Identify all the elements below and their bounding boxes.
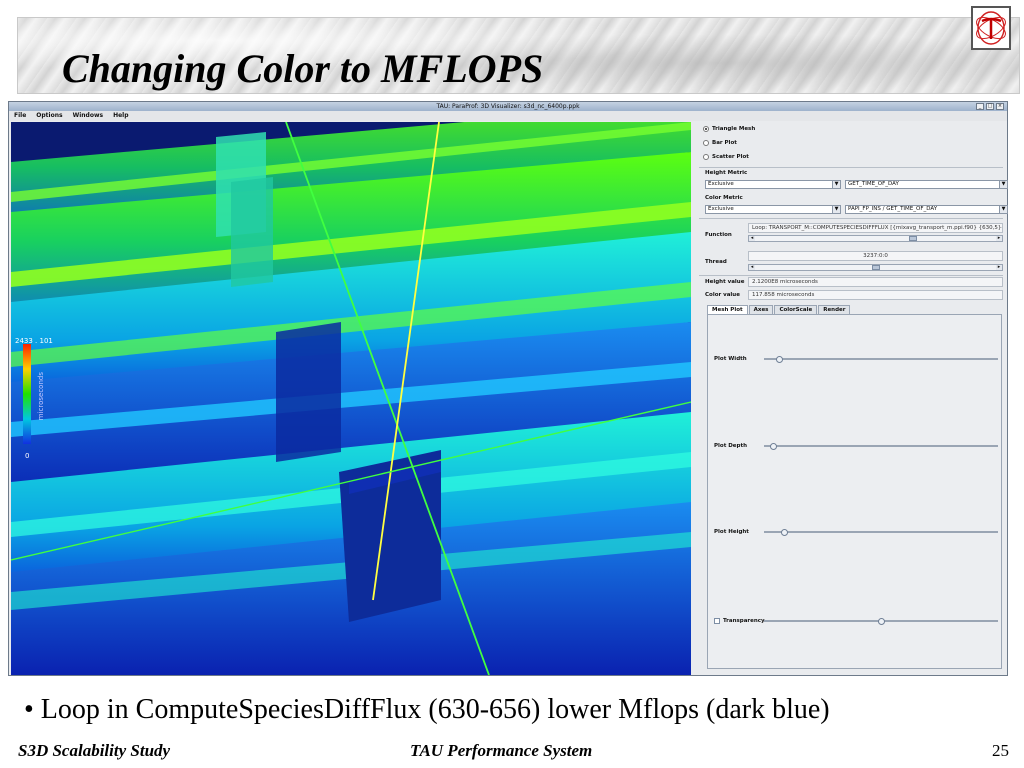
function-scroll-thumb[interactable] bbox=[908, 236, 917, 241]
tab-render[interactable]: Render bbox=[818, 305, 851, 314]
page-number: 25 bbox=[992, 741, 1009, 760]
thread-scrollbar[interactable]: ◂ ▸ bbox=[748, 264, 1003, 271]
select-value: Exclusive bbox=[708, 181, 734, 187]
mesh-render bbox=[11, 122, 691, 675]
scroll-right-icon[interactable]: ▸ bbox=[996, 235, 1002, 241]
scale-max-label: 2433 . 101 bbox=[15, 337, 53, 345]
menu-file[interactable]: File bbox=[14, 112, 27, 119]
scale-min-label: 0 bbox=[25, 452, 30, 460]
radio-label: Bar Plot bbox=[712, 140, 737, 146]
divider bbox=[699, 167, 1003, 168]
plot-width-slider-knob[interactable] bbox=[776, 356, 784, 363]
divider bbox=[699, 275, 1003, 276]
plot-height-slider-knob[interactable] bbox=[780, 529, 788, 536]
control-panel: Triangle Mesh Bar Plot Scatter Plot Heig… bbox=[697, 122, 1008, 675]
radio-label: Scatter Plot bbox=[712, 154, 749, 160]
function-label: Function bbox=[705, 232, 732, 238]
color-metric-select[interactable]: PAPI_FP_INS / GET_TIME_OF_DAY ▼ bbox=[845, 205, 1008, 214]
chevron-down-icon: ▼ bbox=[999, 206, 1007, 213]
color-metric-label: Color Metric bbox=[705, 195, 743, 201]
scroll-right-icon[interactable]: ▸ bbox=[996, 264, 1002, 270]
settings-tabs: Mesh Plot Axes ColorScale Render bbox=[707, 305, 851, 314]
transparency-checkbox[interactable] bbox=[714, 618, 720, 624]
plot-height-slider[interactable] bbox=[764, 529, 998, 536]
radio-button[interactable] bbox=[703, 154, 709, 160]
tab-axes[interactable]: Axes bbox=[748, 305, 774, 314]
menu-help[interactable]: Help bbox=[113, 112, 129, 119]
menu-windows[interactable]: Windows bbox=[72, 112, 104, 119]
close-button[interactable]: × bbox=[996, 103, 1004, 110]
plot-height-label: Plot Height bbox=[714, 529, 749, 535]
tab-colorscale[interactable]: ColorScale bbox=[774, 305, 818, 314]
transparency-slider[interactable] bbox=[764, 618, 998, 625]
function-field: Loop: TRANSPORT_M::COMPUTESPECIESDIFFFLU… bbox=[748, 223, 1003, 233]
select-value: GET_TIME_OF_DAY bbox=[848, 181, 899, 187]
color-metric-type-select[interactable]: Exclusive ▼ bbox=[705, 205, 841, 214]
thread-label: Thread bbox=[705, 259, 727, 265]
scale-unit-label: microseconds bbox=[37, 372, 45, 421]
height-metric-type-select[interactable]: Exclusive ▼ bbox=[705, 180, 841, 189]
color-value-field: 117.858 microseconds bbox=[748, 290, 1003, 300]
select-value: PAPI_FP_INS / GET_TIME_OF_DAY bbox=[848, 206, 938, 212]
3d-viewport[interactable]: 2433 . 101 0 microseconds bbox=[11, 122, 691, 675]
tau-logo-icon bbox=[971, 6, 1011, 50]
chevron-down-icon: ▼ bbox=[832, 206, 840, 213]
plot-depth-label: Plot Depth bbox=[714, 443, 748, 449]
radio-label: Triangle Mesh bbox=[712, 126, 756, 132]
function-scrollbar[interactable]: ◂ ▸ bbox=[748, 235, 1003, 242]
height-value-label: Height value bbox=[705, 279, 745, 285]
window-titlebar[interactable]: TAU: ParaProf: 3D Visualizer: s3d_nc_640… bbox=[9, 102, 1007, 111]
transparency-slider-knob[interactable] bbox=[877, 618, 885, 625]
thread-scroll-thumb[interactable] bbox=[871, 265, 880, 270]
radio-button[interactable] bbox=[703, 140, 709, 146]
radio-scatter-plot[interactable]: Scatter Plot bbox=[703, 154, 749, 160]
scroll-left-icon[interactable]: ◂ bbox=[749, 264, 755, 270]
plot-width-slider[interactable] bbox=[764, 356, 998, 363]
height-value-field: 2.1200E8 microseconds bbox=[748, 277, 1003, 287]
mesh-plot-tab-panel: Plot Width Plot Depth Plot Height Transp… bbox=[707, 314, 1002, 669]
select-value: Exclusive bbox=[708, 206, 734, 212]
chevron-down-icon: ▼ bbox=[999, 181, 1007, 188]
window-title: TAU: ParaProf: 3D Visualizer: s3d_nc_640… bbox=[436, 103, 580, 110]
plot-depth-slider[interactable] bbox=[764, 443, 998, 450]
slide-title-banner: Changing Color to MFLOPS bbox=[17, 17, 1020, 94]
chevron-down-icon: ▼ bbox=[832, 181, 840, 188]
color-value-label: Color value bbox=[705, 292, 740, 298]
menubar: File Options Windows Help bbox=[9, 111, 1007, 121]
paraprof-3d-window: TAU: ParaProf: 3D Visualizer: s3d_nc_640… bbox=[8, 101, 1008, 676]
slide-title: Changing Color to MFLOPS bbox=[62, 46, 544, 91]
minimize-button[interactable]: _ bbox=[976, 103, 984, 110]
thread-field: 3237:0:0 bbox=[748, 251, 1003, 261]
radio-bar-plot[interactable]: Bar Plot bbox=[703, 140, 737, 146]
height-metric-label: Height Metric bbox=[705, 170, 748, 176]
transparency-label: Transparency bbox=[723, 618, 765, 624]
radio-button[interactable] bbox=[703, 126, 709, 132]
divider bbox=[699, 218, 1003, 219]
height-metric-select[interactable]: GET_TIME_OF_DAY ▼ bbox=[845, 180, 1008, 189]
plot-width-label: Plot Width bbox=[714, 356, 747, 362]
maximize-button[interactable]: □ bbox=[986, 103, 994, 110]
menu-options[interactable]: Options bbox=[36, 112, 63, 119]
slide-bullet: • Loop in ComputeSpeciesDiffFlux (630-65… bbox=[24, 694, 830, 725]
footer-center: TAU Performance System bbox=[410, 741, 593, 760]
plot-depth-slider-knob[interactable] bbox=[769, 443, 777, 450]
footer-left: S3D Scalability Study bbox=[18, 741, 171, 760]
tab-mesh-plot[interactable]: Mesh Plot bbox=[707, 305, 748, 314]
radio-triangle-mesh[interactable]: Triangle Mesh bbox=[703, 126, 755, 132]
scroll-left-icon[interactable]: ◂ bbox=[749, 235, 755, 241]
